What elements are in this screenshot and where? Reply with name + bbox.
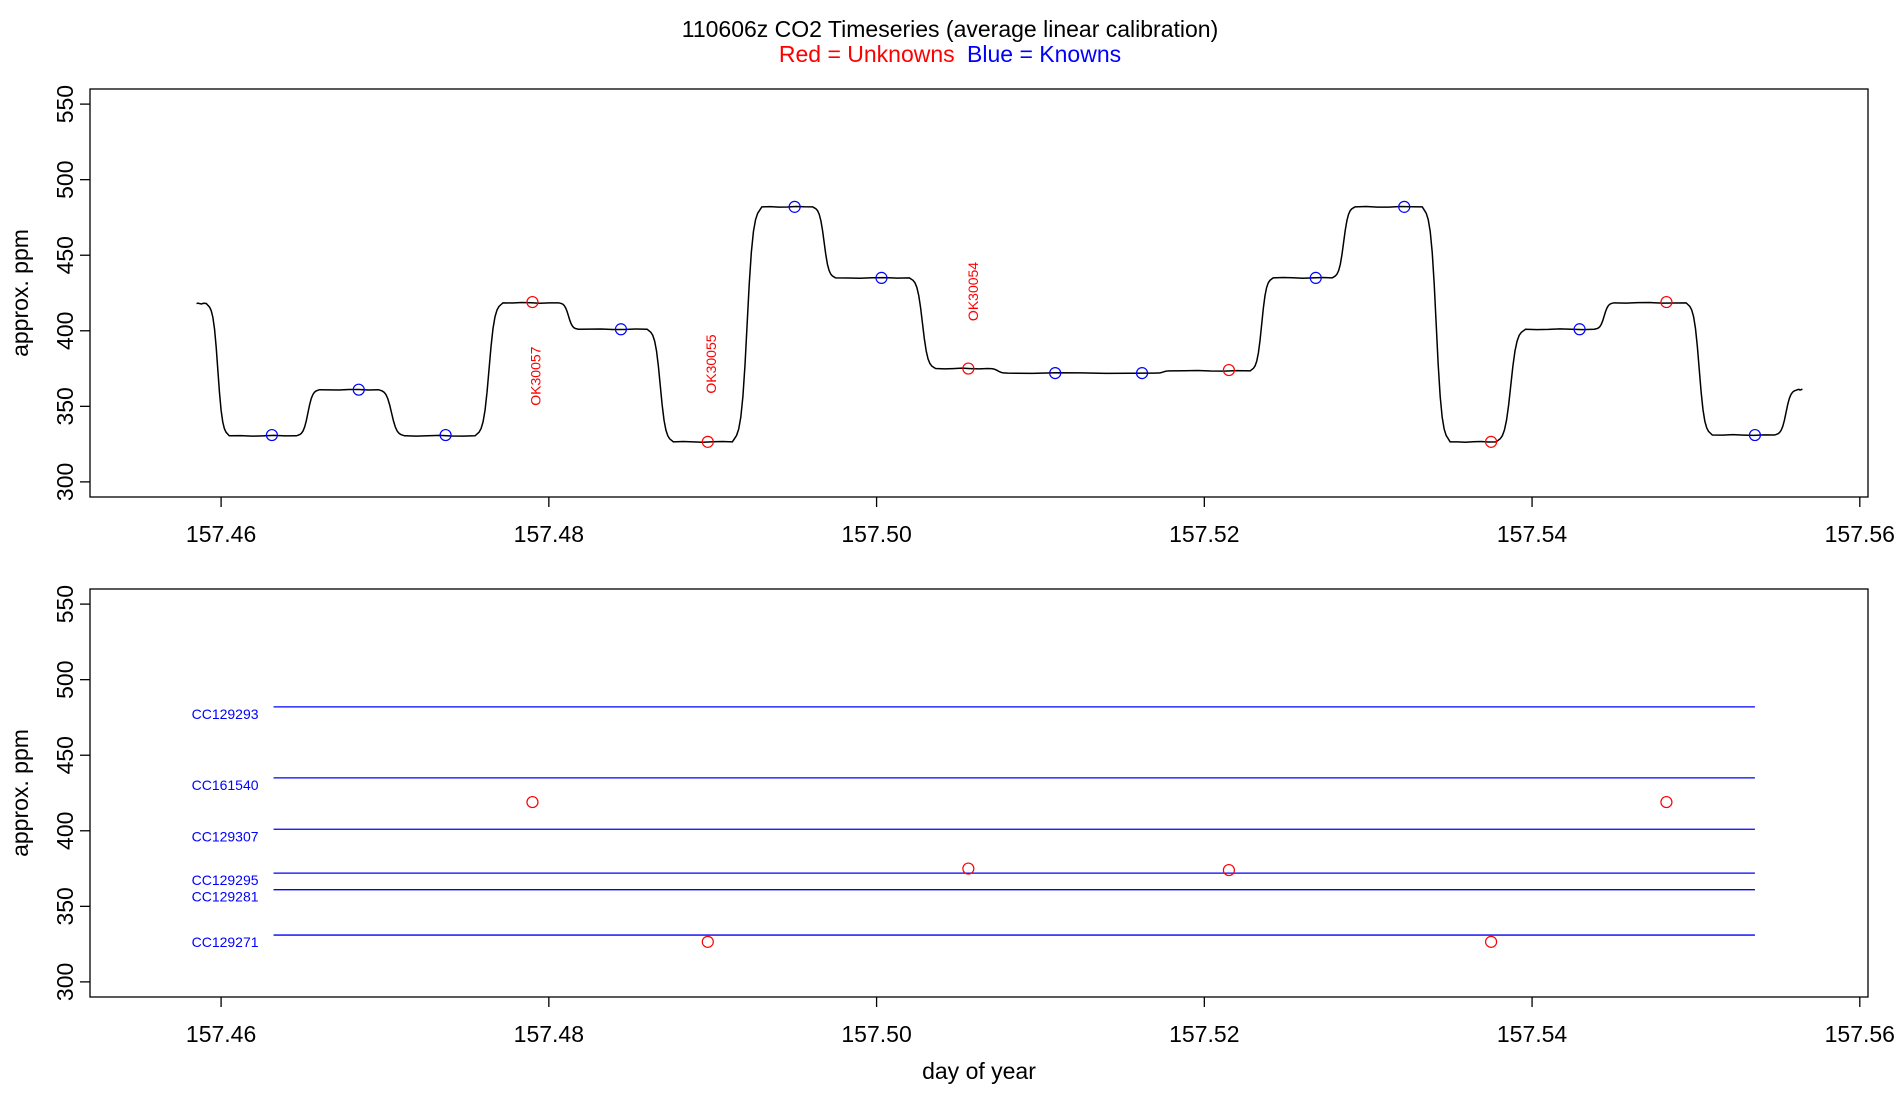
top-known-point — [1398, 200, 1411, 213]
bottom-unknown-point — [526, 795, 539, 809]
bottom-x-tick-label: 157.48 — [514, 1021, 584, 1047]
bottom-reference-label: CC129281 — [192, 889, 259, 905]
bottom-x-tick-label: 157.54 — [1497, 1021, 1568, 1047]
top-unknown-point — [1660, 295, 1673, 309]
bottom-y-tick-label: 350 — [52, 887, 78, 925]
top-known-point — [1049, 366, 1062, 380]
bottom-reference-label: CC129295 — [192, 872, 259, 888]
top-x-tick-label: 157.50 — [841, 521, 911, 547]
top-sample-annotation: OK30055 — [703, 334, 719, 393]
bottom-unknown-point — [1484, 935, 1498, 948]
bottom-y-axis-label: approx. ppm — [7, 729, 33, 857]
top-known-point — [1135, 366, 1149, 380]
top-known-point — [352, 383, 365, 396]
legend-unknowns: Red = Unknowns — [779, 41, 955, 67]
top-co2-trace-line — [196, 205, 1803, 443]
top-x-tick-label: 157.48 — [514, 521, 584, 547]
top-x-tick-label: 157.56 — [1825, 521, 1895, 547]
top-unknown-point — [1484, 435, 1498, 448]
bottom-x-tick-label: 157.56 — [1825, 1021, 1895, 1047]
top-y-tick-label: 450 — [52, 236, 78, 274]
bottom-x-tick-label: 157.52 — [1169, 1021, 1239, 1047]
top-y-tick-label: 400 — [52, 312, 78, 350]
bottom-unknown-point — [1222, 863, 1236, 877]
bottom-y-tick-label: 450 — [52, 736, 78, 774]
top-y-axis-label: approx. ppm — [7, 229, 33, 357]
bottom-x-tick-label: 157.46 — [186, 1021, 256, 1047]
top-known-point — [875, 271, 888, 284]
top-known-point — [614, 323, 628, 336]
bottom-y-tick-label: 550 — [52, 585, 78, 623]
top-known-point — [1309, 271, 1322, 284]
bottom-x-tick-label: 157.50 — [841, 1021, 911, 1047]
top-known-point — [788, 200, 801, 213]
top-sample-annotation: OK30057 — [528, 346, 544, 405]
top-x-tick-label: 157.54 — [1497, 521, 1568, 547]
top-known-point — [439, 428, 452, 442]
bottom-reference-label: CC161540 — [192, 777, 259, 793]
bottom-reference-label: CC129293 — [192, 706, 259, 722]
bottom-unknown-point — [962, 862, 975, 875]
bottom-unknown-point — [1660, 795, 1673, 809]
chart-title: 110606z CO2 Timeseries (average linear c… — [682, 16, 1219, 42]
bottom-y-tick-label: 500 — [52, 660, 78, 698]
bottom-unknown-point — [701, 935, 714, 948]
top-unknown-point — [526, 295, 539, 309]
bottom-reference-label: CC129271 — [192, 934, 259, 950]
bottom-x-axis-label: day of year — [922, 1058, 1036, 1084]
top-y-tick-label: 350 — [52, 387, 78, 425]
bottom-panel-references: 157.46 157.48 157.50 157.52 157.54 157.56 300 3… — [7, 585, 1895, 1084]
top-y-tick-label: 500 — [52, 160, 78, 198]
legend-line: Red = Unknowns Blue = Knowns — [779, 41, 1121, 67]
top-unknown-point — [701, 435, 714, 448]
top-panel-timeseries: 157.46 157.48 157.50 157.52 157.54 157.56 300 3… — [7, 85, 1895, 547]
top-y-tick-label: 300 — [52, 463, 78, 501]
top-x-tick-label: 157.46 — [186, 521, 256, 547]
legend-knowns: Blue = Knowns — [967, 41, 1121, 67]
top-known-point — [265, 428, 278, 442]
bottom-plot-frame — [89, 588, 1869, 998]
top-unknown-point — [1222, 363, 1236, 377]
top-known-point — [1573, 323, 1586, 336]
top-x-tick-label: 157.52 — [1169, 521, 1239, 547]
top-plot-frame — [89, 88, 1869, 498]
bottom-y-tick-label: 300 — [52, 963, 78, 1001]
top-y-tick-label: 550 — [52, 85, 78, 123]
top-unknown-point — [962, 362, 975, 375]
bottom-reference-label: CC129307 — [192, 828, 259, 844]
bottom-y-tick-label: 400 — [52, 812, 78, 850]
top-known-point — [1748, 428, 1762, 442]
top-sample-annotation: OK30054 — [965, 262, 981, 321]
